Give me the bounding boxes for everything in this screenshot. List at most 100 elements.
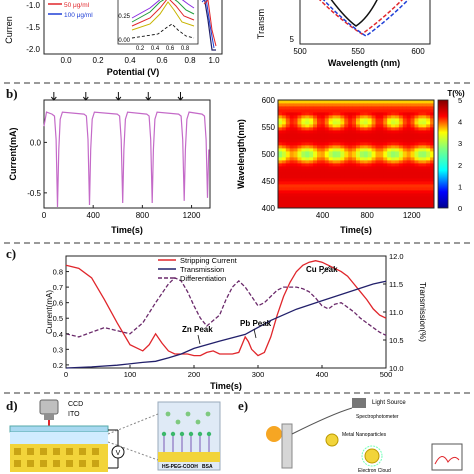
heatmap-cell	[398, 154, 404, 158]
heatmap-cell	[375, 139, 380, 143]
y-right-tick-label: 11.5	[389, 280, 403, 289]
heatmap-cell	[387, 205, 392, 209]
y-tick-label: 400	[262, 204, 276, 213]
heatmap-cell	[410, 121, 415, 125]
heatmap-cell	[414, 160, 419, 164]
heatmap-cell	[387, 124, 392, 128]
heatmap-cell	[324, 139, 330, 143]
heatmap-cell	[391, 100, 396, 104]
heatmap-cell	[344, 130, 349, 134]
heatmap-cell	[426, 163, 431, 167]
heatmap-cell	[395, 157, 400, 161]
heatmap-cell	[344, 115, 349, 119]
heatmap-cell	[359, 130, 365, 134]
heatmap-cell	[278, 160, 283, 164]
heatmap-cell	[422, 163, 427, 167]
x-tick-label: 100	[124, 370, 137, 379]
heatmap-cell	[281, 121, 287, 125]
heatmap-cell	[289, 169, 294, 173]
heatmap-cell	[301, 145, 306, 149]
heatmap-cell	[426, 118, 431, 122]
heatmap-cell	[402, 163, 408, 167]
heatmap-cell	[367, 154, 372, 158]
heatmap-cell	[324, 172, 330, 176]
heatmap-cell	[402, 166, 408, 170]
heatmap-cell	[356, 115, 361, 119]
heatmap-cell	[309, 139, 314, 143]
heatmap-cell	[313, 184, 318, 188]
heatmap-cell	[348, 106, 353, 110]
heatmap-cell	[379, 187, 384, 191]
heatmap-cell	[383, 196, 388, 200]
heatmap-cell	[309, 169, 314, 173]
heatmap-cell	[281, 187, 287, 191]
heatmap-cell	[414, 139, 419, 143]
zoom-line	[107, 413, 159, 461]
heatmap-cell	[422, 190, 427, 194]
heatmap-cell	[410, 163, 415, 167]
heatmap-cell	[383, 154, 388, 158]
heatmap-cell	[352, 130, 357, 134]
heatmap-cell	[348, 136, 353, 140]
x-tick-label: 800	[360, 211, 374, 220]
heatmap-cell	[285, 199, 291, 203]
heatmap-cell	[278, 145, 283, 149]
heatmap-cell	[289, 106, 294, 110]
heatmap-cell	[336, 190, 341, 194]
heatmap-cell	[278, 136, 283, 140]
heatmap-cell	[422, 199, 427, 203]
heatmap-cell	[336, 205, 341, 209]
heatmap-cell	[363, 100, 369, 104]
heatmap-cell	[395, 112, 400, 116]
cv-trace	[201, 0, 215, 49]
heatmap-cell	[383, 175, 388, 179]
heatmap-cell	[352, 112, 357, 116]
heatmap-cell	[336, 127, 341, 131]
heatmap-cell	[313, 130, 318, 134]
heatmap-cell	[379, 157, 384, 161]
heatmap-cell	[324, 106, 330, 110]
legend-label: 50 μg/ml	[64, 2, 90, 9]
y-tick-label: 450	[262, 177, 276, 186]
heatmap-cell	[332, 151, 337, 155]
heatmap-cell	[285, 124, 291, 128]
heatmap-cell	[289, 136, 294, 140]
heatmap-cell	[422, 193, 427, 197]
heatmap-cell	[383, 124, 388, 128]
heatmap-cell	[340, 166, 345, 170]
heatmap-cell	[414, 121, 419, 125]
heatmap-cell	[418, 187, 423, 191]
heatmap-cell	[430, 124, 435, 128]
cv-trace	[200, 0, 216, 51]
heatmap-cell	[344, 103, 349, 107]
heatmap-cell	[293, 199, 298, 203]
heatmap-cell	[348, 190, 353, 194]
heatmap-cell	[426, 106, 431, 110]
heatmap-cell	[395, 148, 400, 152]
heatmap-cell	[371, 121, 376, 125]
heatmap-cell	[406, 184, 411, 188]
heatmap-cell	[410, 130, 415, 134]
heatmap-cell	[317, 136, 322, 140]
heatmap-cell	[402, 145, 408, 149]
heatmap-cell	[320, 142, 326, 146]
heatmap-cell	[309, 166, 314, 170]
heatmap-cell	[317, 124, 322, 128]
heatmap-cell	[387, 100, 392, 104]
current-series-line	[43, 111, 210, 208]
event-arrow	[177, 92, 184, 101]
heatmap-cell	[379, 100, 384, 104]
monitor-graph	[434, 456, 460, 465]
heatmap-cell	[336, 130, 341, 134]
heatmap-cell	[363, 142, 369, 146]
heatmap-cell	[278, 148, 283, 152]
heatmap-cell	[348, 127, 353, 131]
heatmap-cell	[395, 130, 400, 134]
heatmap-cell	[367, 193, 372, 197]
heatmap-cell	[332, 130, 337, 134]
panel-a-right-xtick: 600	[411, 47, 425, 56]
heatmap-cell	[336, 157, 341, 161]
heatmap-cell	[281, 103, 287, 107]
heatmap-cell	[297, 166, 302, 170]
